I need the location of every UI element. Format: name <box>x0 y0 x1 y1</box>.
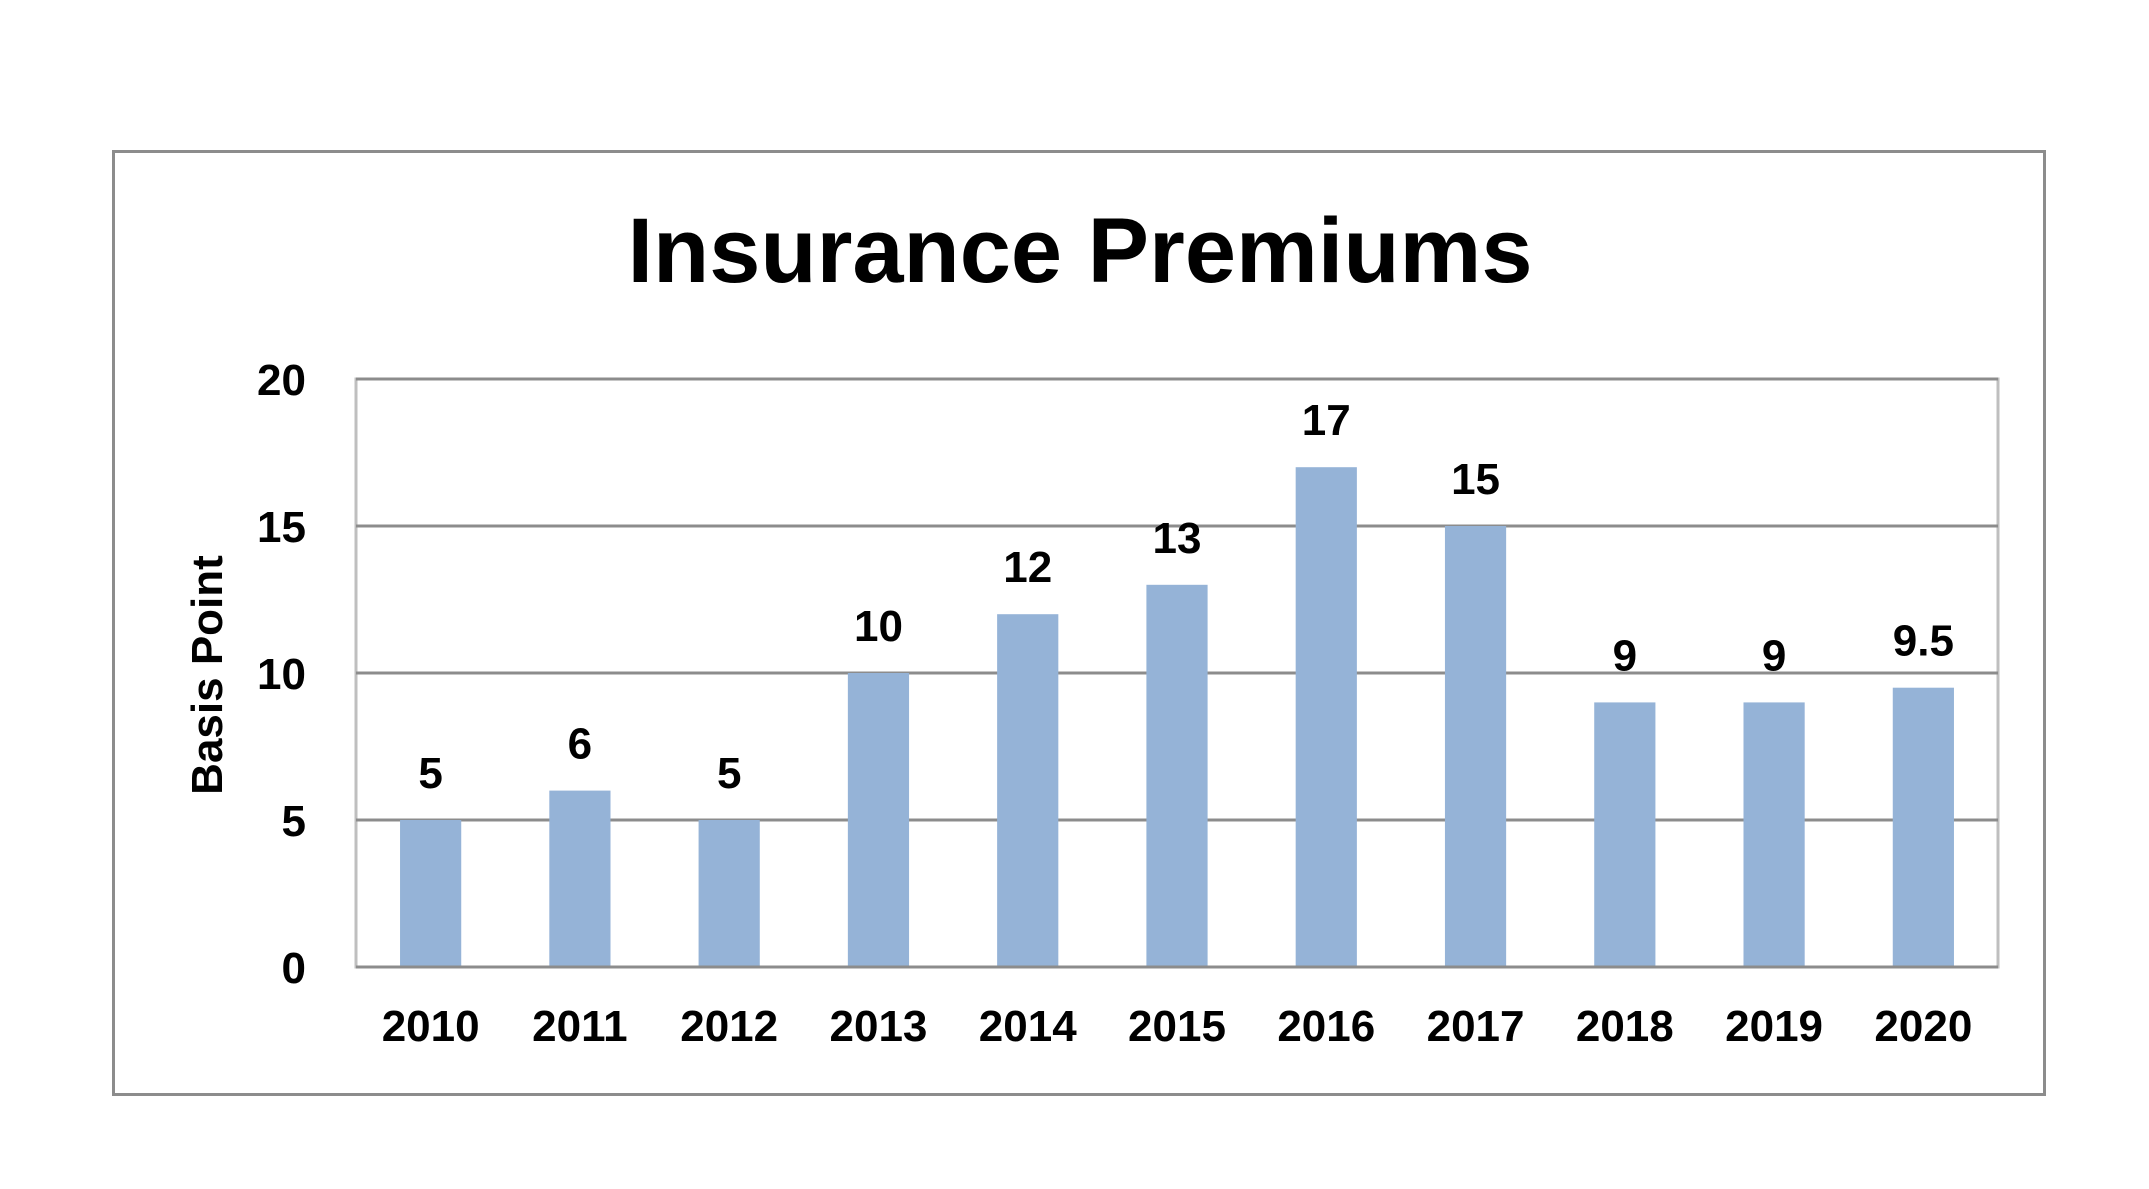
x-tick-label: 2017 <box>1427 1002 1525 1051</box>
bar <box>1743 702 1805 967</box>
data-label: 9 <box>1762 631 1786 680</box>
y-tick-label: 15 <box>257 503 306 552</box>
x-tick-label: 2015 <box>1128 1002 1226 1051</box>
bar <box>847 673 910 967</box>
data-label: 9 <box>1613 631 1637 680</box>
x-tick-label: 2013 <box>830 1002 928 1051</box>
plot-area: 0 5 10 15 20 5 2010 6 2011 5 2012 10 2013 12 2014 13 201… <box>257 356 2000 1051</box>
data-label: 10 <box>854 602 903 651</box>
bar <box>1146 584 1208 967</box>
data-label: 5 <box>717 749 741 798</box>
bar <box>1892 687 1954 967</box>
bar <box>1444 526 1507 967</box>
x-tick-label: 2020 <box>1874 1002 1972 1051</box>
y-tick-label: 0 <box>282 944 306 993</box>
data-label: 17 <box>1302 396 1351 445</box>
x-tick-label: 2011 <box>532 1002 627 1051</box>
x-tick-label: 2010 <box>382 1002 480 1051</box>
x-tick-label: 2014 <box>979 1002 1077 1051</box>
data-label: 15 <box>1451 455 1500 504</box>
y-tick-label: 10 <box>257 650 306 699</box>
y-tick-label: 20 <box>257 356 306 405</box>
y-tick-label: 5 <box>282 797 306 846</box>
y-axis-label: Basis Point <box>183 555 232 795</box>
bar <box>400 820 462 967</box>
data-label: 12 <box>1003 543 1052 592</box>
bar <box>1295 467 1357 967</box>
chart-title: Insurance Premiums <box>627 200 1532 302</box>
bar <box>997 614 1059 967</box>
x-tick-label: 2018 <box>1576 1002 1674 1051</box>
x-tick-label: 2019 <box>1725 1002 1823 1051</box>
bar <box>549 790 611 967</box>
data-label: 6 <box>568 720 592 769</box>
bar <box>1594 702 1656 967</box>
data-label: 5 <box>418 749 442 798</box>
x-tick-label: 2012 <box>680 1002 778 1051</box>
data-label: 13 <box>1153 514 1202 563</box>
data-label: 9.5 <box>1893 617 1954 666</box>
x-tick-label: 2016 <box>1277 1002 1375 1051</box>
bar <box>698 820 760 967</box>
